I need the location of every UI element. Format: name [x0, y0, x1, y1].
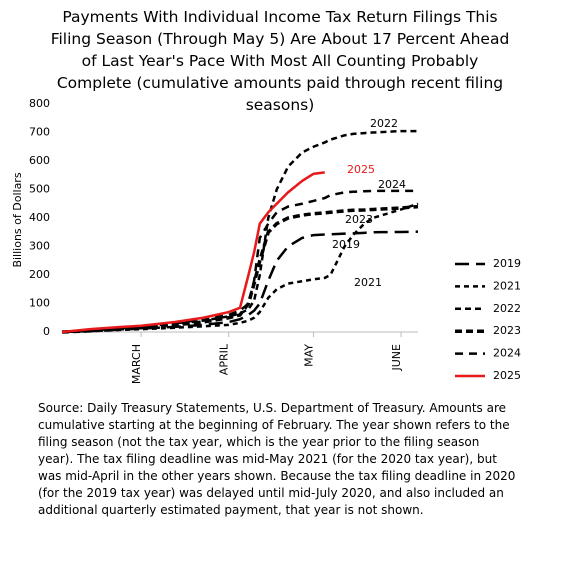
legend-label: 2025 — [493, 369, 521, 382]
series-label: 2019 — [332, 238, 360, 251]
x-tick-label: APRIL — [218, 343, 231, 375]
x-tick-label: JUNE — [390, 344, 403, 372]
series-label: 2021 — [354, 276, 382, 289]
legend-label: 2019 — [493, 257, 521, 270]
y-tick-label: 500 — [29, 183, 50, 196]
series-label: 2025 — [347, 163, 375, 176]
legend-label: 2024 — [493, 347, 521, 360]
source-note: Source: Daily Treasury Statements, U.S. … — [38, 401, 516, 517]
y-axis-label: Billions of Dollars — [11, 172, 24, 267]
y-tick-label: 200 — [29, 268, 50, 281]
y-tick-label: 400 — [29, 211, 50, 224]
x-tick-label: MARCH — [130, 344, 143, 384]
series-line — [61, 202, 419, 334]
y-tick-label: 0 — [43, 325, 50, 338]
series-line — [61, 189, 418, 334]
y-tick-label: 800 — [29, 97, 50, 110]
series-label: 2024 — [378, 178, 406, 191]
y-tick-label: 700 — [29, 126, 50, 139]
legend-label: 2021 — [493, 279, 521, 292]
x-tick-label: MAY — [302, 344, 315, 367]
y-tick-label: 100 — [29, 297, 50, 310]
series-line — [61, 129, 418, 334]
series-line — [61, 171, 325, 334]
legend-label: 2023 — [493, 324, 521, 337]
y-tick-label: 600 — [29, 154, 50, 167]
y-tick-label: 300 — [29, 240, 50, 253]
series-label: 2023 — [345, 213, 373, 226]
legend-label: 2022 — [493, 302, 521, 315]
series-label: 2022 — [370, 117, 398, 130]
chart-title: Payments With Individual Income Tax Retu… — [50, 8, 510, 114]
